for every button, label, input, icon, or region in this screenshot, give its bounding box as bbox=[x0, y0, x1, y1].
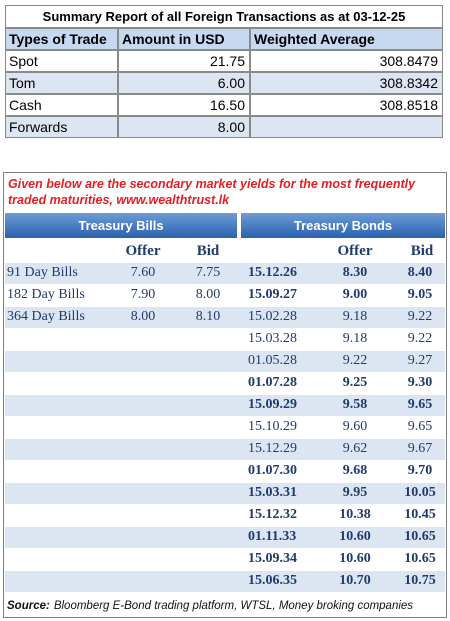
bond-offer: 9.68 bbox=[342, 463, 368, 478]
bill-tenor: 364 Day Bills bbox=[7, 309, 85, 324]
bond-maturity: 15.09.27 bbox=[248, 287, 297, 302]
yields-frame bbox=[3, 172, 447, 618]
bond-offer: 9.58 bbox=[342, 397, 368, 412]
bill-offer: 7.60 bbox=[130, 265, 156, 280]
summary-header: Amount in USD bbox=[118, 28, 250, 50]
bonds-title: Treasury Bonds bbox=[241, 213, 445, 238]
row-bg bbox=[5, 306, 445, 328]
bond-offer: 9.62 bbox=[342, 441, 368, 456]
bill-bid: 7.75 bbox=[195, 265, 221, 280]
bond-bid: 9.70 bbox=[407, 463, 433, 478]
bond-maturity: 15.12.26 bbox=[248, 265, 297, 280]
bill-tenor: 182 Day Bills bbox=[7, 287, 85, 302]
row-bg bbox=[5, 262, 445, 284]
row-bg bbox=[5, 394, 445, 416]
bond-bid: 10.75 bbox=[404, 573, 436, 588]
summary-cell: 6.00 bbox=[118, 72, 250, 94]
bond-bid: 9.67 bbox=[407, 441, 433, 456]
bond-maturity: 15.09.29 bbox=[248, 397, 297, 412]
bond-offer: 10.38 bbox=[339, 507, 371, 522]
row-bg bbox=[5, 350, 445, 372]
bond-bid: 9.65 bbox=[407, 397, 433, 412]
source-text: Bloomberg E-Bond trading platform, WTSL,… bbox=[53, 600, 414, 612]
bond-offer: 9.60 bbox=[342, 419, 368, 434]
summary-cell: 308.8479 bbox=[250, 50, 443, 72]
bonds-header: Bid bbox=[410, 242, 434, 259]
bond-bid: 9.22 bbox=[407, 331, 433, 346]
bill-bid: 8.00 bbox=[195, 287, 221, 302]
source: Source: Bloomberg E-Bond trading platform… bbox=[5, 595, 445, 617]
summary-cell: 308.8518 bbox=[250, 94, 443, 116]
summary-cell: Tom bbox=[5, 72, 118, 94]
bond-maturity: 15.12.32 bbox=[248, 507, 297, 522]
bond-bid: 8.40 bbox=[407, 265, 433, 280]
summary-header: Weighted Average bbox=[250, 28, 443, 50]
bond-maturity: 01.11.33 bbox=[248, 529, 297, 544]
bond-bid: 9.30 bbox=[407, 375, 433, 390]
row-bg bbox=[5, 284, 445, 306]
bond-maturity: 15.03.28 bbox=[248, 331, 297, 346]
bond-bid: 9.22 bbox=[407, 309, 433, 324]
summary-cell: Cash bbox=[5, 94, 118, 116]
bills-title: Treasury Bills bbox=[5, 213, 237, 238]
bond-maturity: 15.09.34 bbox=[248, 551, 297, 566]
row-bg bbox=[5, 460, 445, 482]
bond-offer: 9.25 bbox=[342, 375, 368, 390]
bond-offer: 10.60 bbox=[339, 529, 371, 544]
bond-bid: 10.65 bbox=[404, 551, 436, 566]
summary-cell bbox=[250, 116, 443, 138]
bond-maturity: 15.12.29 bbox=[248, 441, 297, 456]
summary-cell: 8.00 bbox=[118, 116, 250, 138]
note: Given below are the secondary market yie… bbox=[8, 177, 416, 207]
bond-offer: 9.18 bbox=[342, 331, 368, 346]
summary-header: Types of Trade bbox=[5, 28, 118, 50]
summary-cell: 21.75 bbox=[118, 50, 250, 72]
bond-offer: 8.30 bbox=[342, 265, 368, 280]
bond-bid: 10.65 bbox=[404, 529, 436, 544]
row-bg bbox=[5, 416, 445, 438]
bond-offer: 10.70 bbox=[339, 573, 371, 588]
row-bg bbox=[5, 438, 445, 460]
bill-tenor: 91 Day Bills bbox=[7, 265, 78, 280]
bond-bid: 9.65 bbox=[407, 419, 433, 434]
row-bg bbox=[5, 482, 445, 504]
row-bg bbox=[5, 526, 445, 548]
bill-offer: 7.90 bbox=[130, 287, 156, 302]
row-bg bbox=[5, 328, 445, 350]
bills-header: Offer bbox=[125, 242, 161, 259]
bond-maturity: 01.07.30 bbox=[248, 463, 297, 478]
bill-bid: 8.10 bbox=[195, 309, 221, 324]
summary-cell: Spot bbox=[5, 50, 118, 72]
bond-bid: 10.45 bbox=[404, 507, 436, 522]
bond-maturity: 15.02.28 bbox=[248, 309, 297, 324]
source-label: Source: bbox=[7, 600, 50, 612]
bond-offer: 9.95 bbox=[342, 485, 368, 500]
summary-cell: 16.50 bbox=[118, 94, 250, 116]
bond-maturity: 15.10.29 bbox=[248, 419, 297, 434]
row-bg bbox=[5, 548, 445, 570]
bond-bid: 9.27 bbox=[407, 353, 433, 368]
bond-maturity: 01.07.28 bbox=[248, 375, 297, 390]
summary-cell: Forwards bbox=[5, 116, 118, 138]
bond-offer: 9.18 bbox=[342, 309, 368, 324]
summary-cell: 308.8342 bbox=[250, 72, 443, 94]
bond-bid: 10.05 bbox=[404, 485, 436, 500]
row-bg bbox=[5, 570, 445, 592]
bills-header: Bid bbox=[196, 242, 220, 259]
bond-maturity: 01.05.28 bbox=[248, 353, 297, 368]
summary-title: Summary Report of all Foreign Transactio… bbox=[5, 5, 443, 28]
bond-maturity: 15.03.31 bbox=[248, 485, 297, 500]
bond-offer: 9.22 bbox=[342, 353, 368, 368]
bond-offer: 10.60 bbox=[339, 551, 371, 566]
bond-offer: 9.00 bbox=[342, 287, 368, 302]
bond-bid: 9.05 bbox=[407, 287, 433, 302]
bonds-header: Offer bbox=[337, 242, 373, 259]
row-bg bbox=[5, 504, 445, 526]
row-bg bbox=[5, 372, 445, 394]
bond-maturity: 15.06.35 bbox=[248, 573, 297, 588]
bill-offer: 8.00 bbox=[130, 309, 156, 324]
